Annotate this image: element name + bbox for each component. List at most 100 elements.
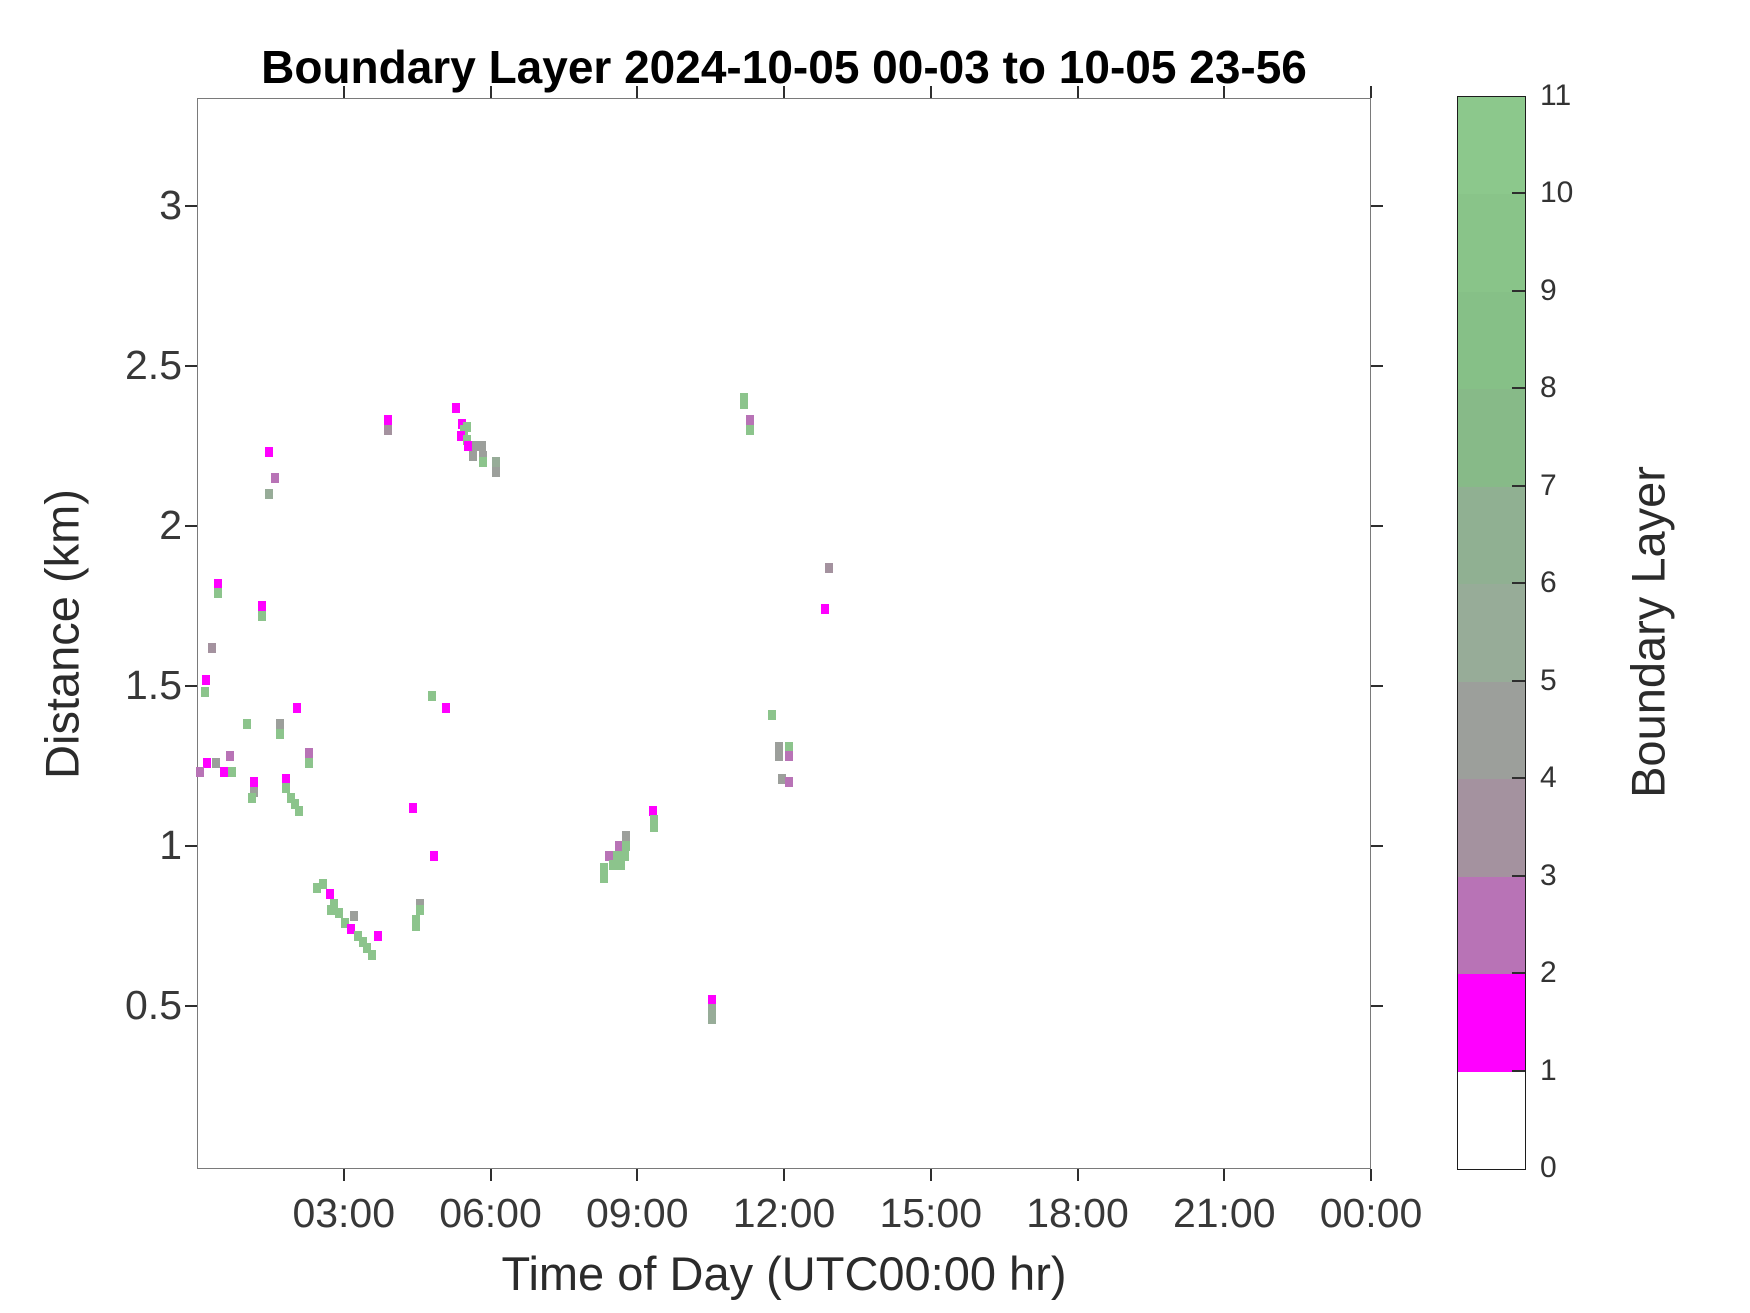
x-tick-label: 12:00 [732,1190,836,1236]
heatmap-cell [429,850,438,861]
heatmap-cell [290,799,299,810]
heatmap-cell [292,703,301,714]
colorbar-segment [1458,97,1525,195]
heatmap-cell [247,793,256,803]
y-tick-label: 1.5 [125,662,182,708]
colorbar-title: Boundary Layer [1621,466,1675,798]
heatmap-cell [442,703,451,714]
colorbar-tick-label: 6 [1540,566,1557,600]
heatmap-cell [202,757,211,768]
x-tick-label: 06:00 [439,1190,542,1236]
heatmap-cell [286,793,295,803]
colorbar-tick [1512,874,1525,877]
y-tick [185,365,197,367]
heatmap-cell [211,757,220,768]
colorbar-segment [1458,584,1525,682]
heatmap-cell [650,821,659,832]
heatmap-cell [785,777,794,787]
heatmap-cell [774,741,783,752]
colorbar-tick [1512,972,1525,975]
x-tick-top [1076,86,1079,98]
colorbar-segment [1458,291,1525,390]
heatmap-cell [326,905,335,915]
heatmap-cell [329,898,338,909]
heatmap-cell [491,466,500,477]
colorbar-segment [1458,194,1525,292]
heatmap-cell [464,441,473,451]
heatmap-cell [768,709,777,720]
heatmap-cell [362,943,371,954]
heatmap-cell [270,473,279,483]
y-axis-label: Distance (km) [35,489,89,779]
y-tick-label: 3 [159,182,182,228]
heatmap-cell [383,415,392,426]
heatmap-cell [249,777,258,787]
heatmap-cell [249,786,258,797]
y-tick [185,685,197,687]
heatmap-cell [785,751,794,762]
colorbar-tick-label: 1 [1540,1053,1557,1087]
colorbar-tick [1512,289,1525,292]
heatmap-cell [383,425,392,435]
heatmap-cell [282,783,291,794]
colorbar-segment [1458,876,1525,975]
heatmap-cell [616,860,625,871]
heatmap-cell [346,924,355,935]
colorbar-segment [1458,681,1525,780]
heatmap-cell [621,831,630,842]
x-tick-label: 15:00 [879,1190,983,1236]
x-tick [489,1169,492,1181]
x-tick-top [783,86,785,98]
y-tick [185,1005,197,1007]
x-tick-top [1223,86,1226,98]
heatmap-cell [334,908,343,919]
plot-area [197,98,1371,1169]
heatmap-cell [275,719,284,730]
x-tick-top [1370,86,1372,98]
colorbar-tick-label: 10 [1540,176,1574,210]
heatmap-cell [304,757,313,768]
heatmap-cell [740,393,749,403]
heatmap-cell [457,418,466,429]
x-tick-label: 09:00 [585,1190,689,1236]
x-tick-top [489,86,492,98]
heatmap-cell [408,802,417,813]
heatmap-cell [600,863,609,874]
heatmap-cell [225,751,234,762]
colorbar-tick-label: 9 [1540,273,1557,307]
heatmap-cell [200,687,209,698]
heatmap-cell [195,767,204,778]
x-tick [1076,1169,1079,1181]
heatmap-cell [614,841,623,851]
y-tick-right [1371,525,1383,527]
colorbar-tick-label: 4 [1540,761,1557,795]
heatmap-cell [349,911,358,922]
heatmap-cell [707,994,716,1005]
heatmap-cell [471,441,480,451]
y-tick-right [1371,205,1383,207]
heatmap-cell [312,882,321,893]
heatmap-cell [201,674,210,685]
x-axis-label: Time of Day (UTC00:00 hr) [501,1247,1067,1300]
heatmap-cell [620,850,629,861]
heatmap-cell [468,450,477,461]
colorbar-tick [1512,777,1525,780]
heatmap-cell [318,879,327,890]
heatmap-cell [462,434,471,445]
heatmap-cell [451,402,460,413]
x-tick [342,1169,345,1181]
heatmap-cell [358,937,367,947]
colorbar-tick [1512,387,1525,390]
heatmap-cell [415,905,424,915]
x-tick [1223,1169,1226,1181]
heatmap-cell [415,898,424,909]
colorbar-tick-label: 0 [1540,1151,1557,1184]
heatmap-cell [353,930,362,941]
heatmap-cell [774,751,783,762]
x-tick-top [636,86,639,98]
heatmap-cell [459,425,468,435]
y-tick [185,525,197,527]
heatmap-cell [777,773,786,784]
heatmap-cell [478,450,487,461]
